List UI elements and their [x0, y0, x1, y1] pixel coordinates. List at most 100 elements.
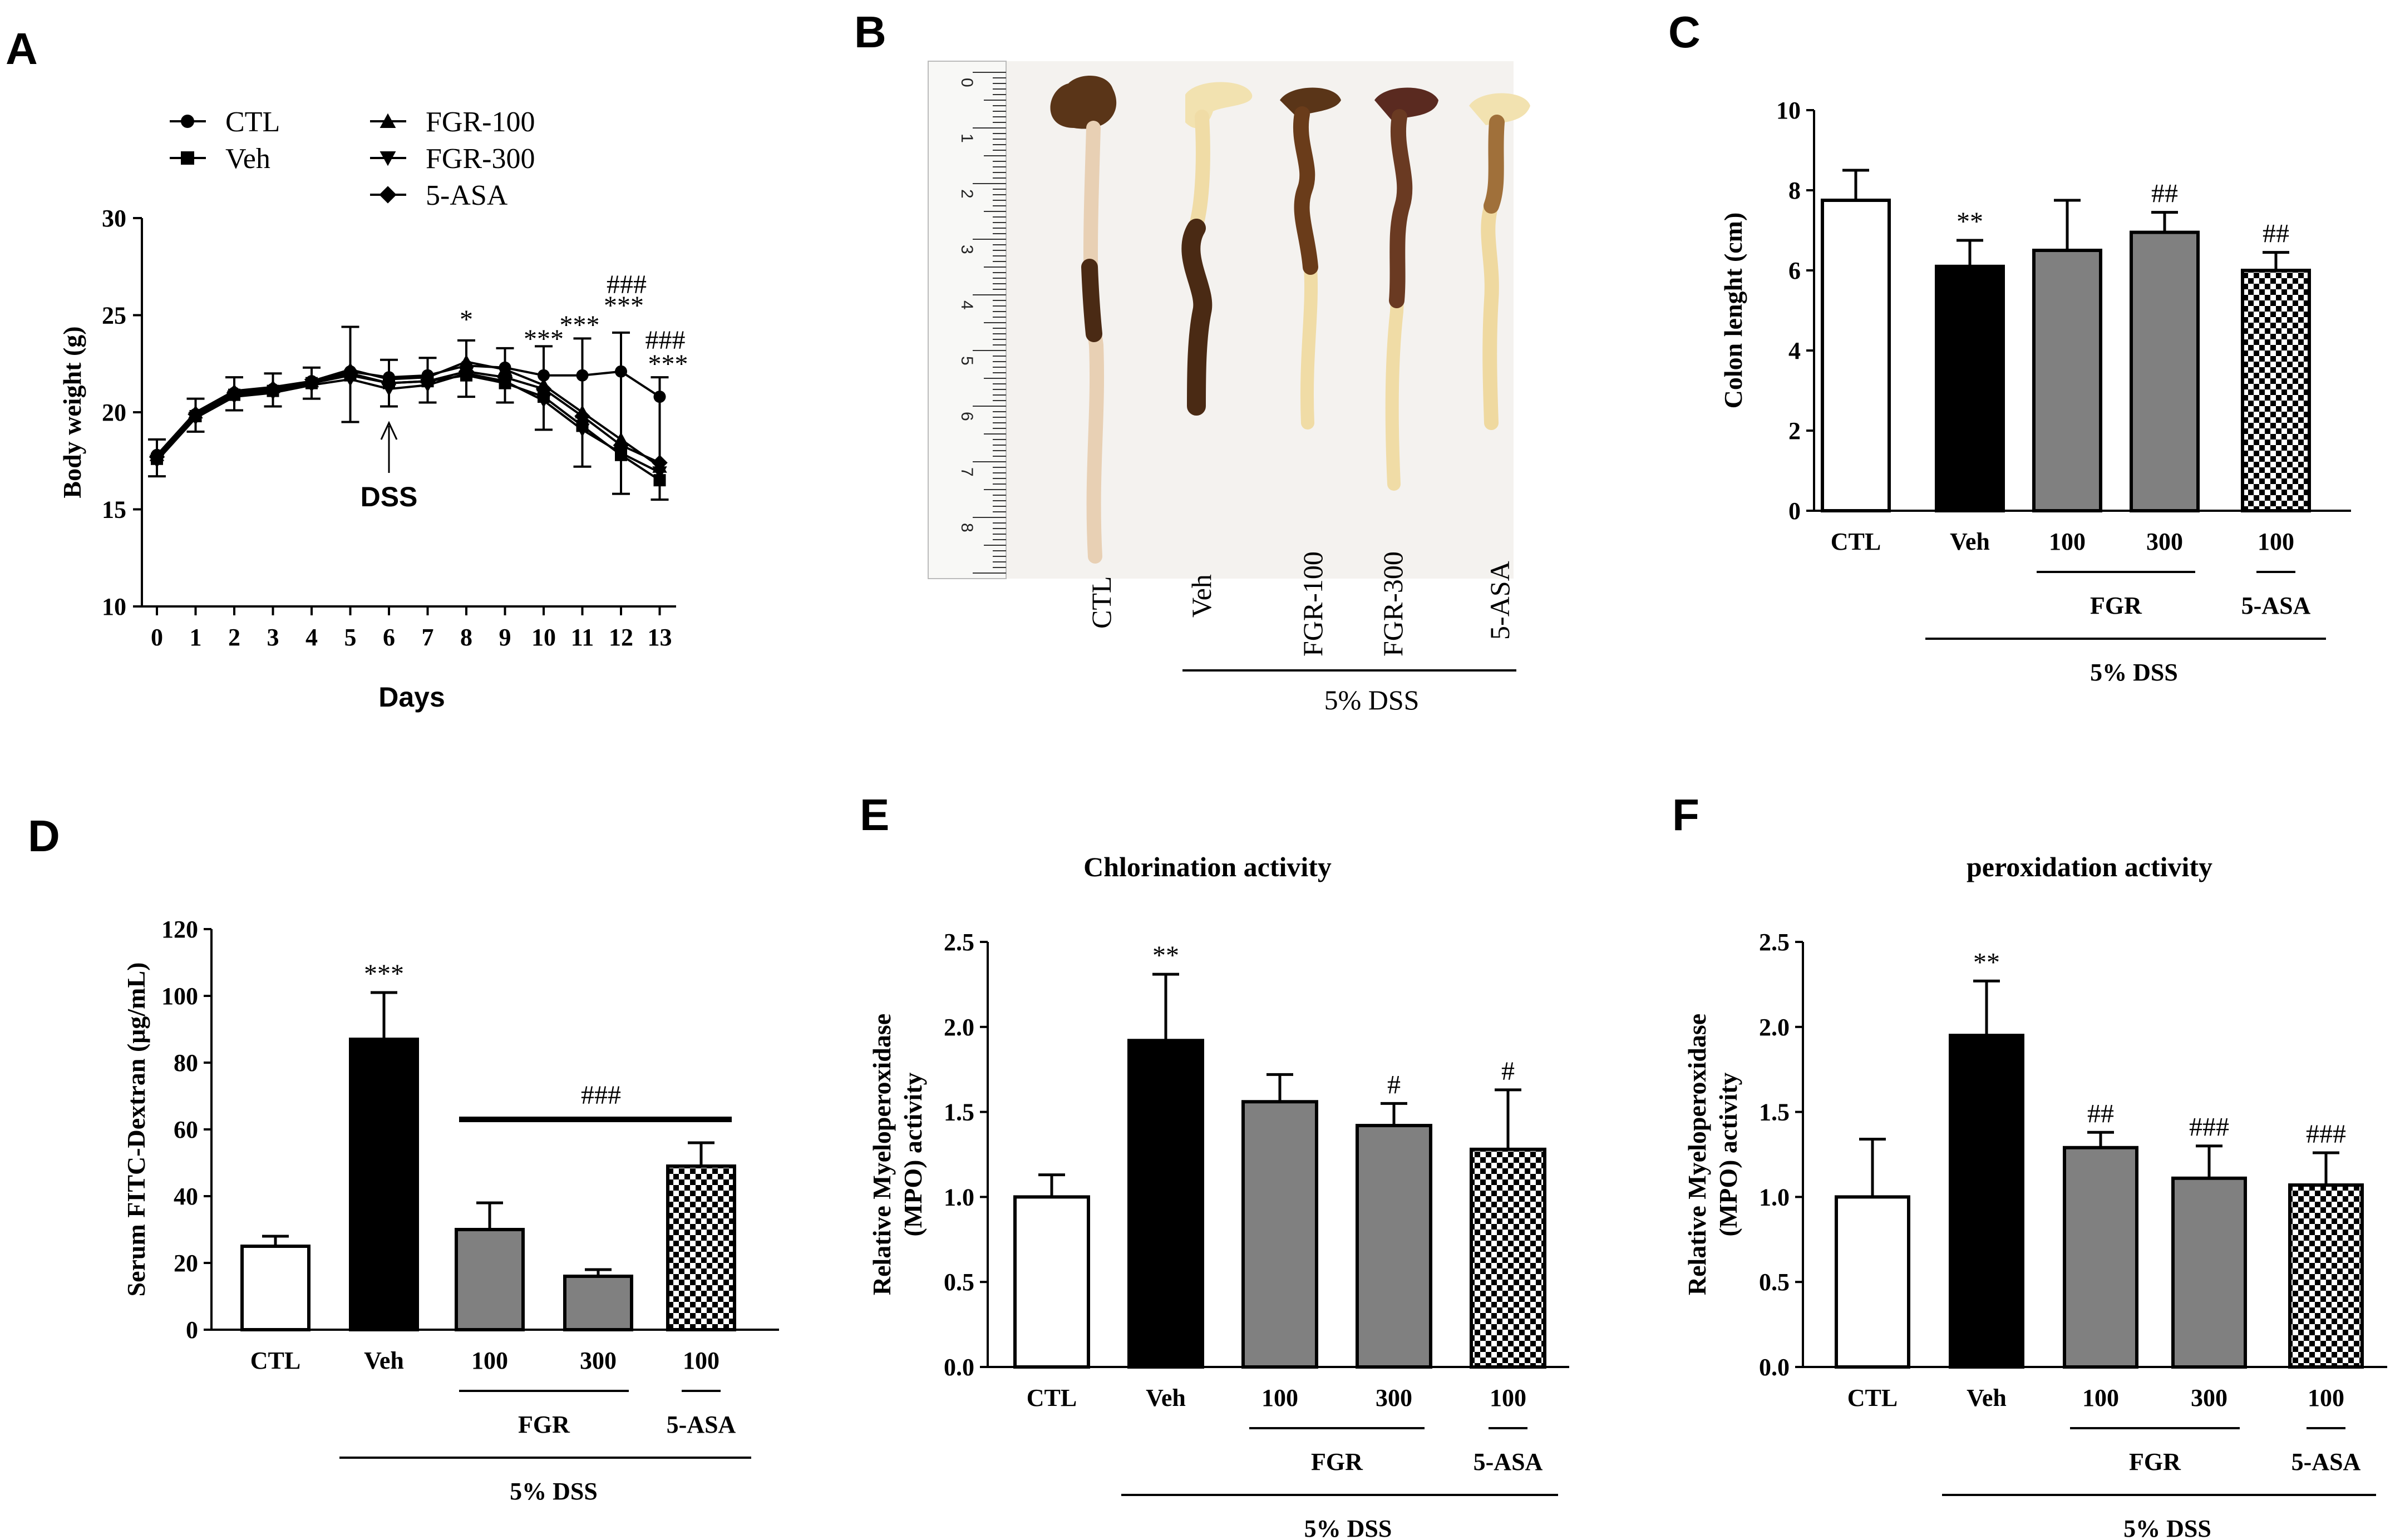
x-tick-label: 6	[383, 624, 395, 651]
x-tick-label: 100	[683, 1347, 719, 1374]
bar	[2241, 269, 2311, 512]
legend-marker	[181, 115, 194, 128]
data-point	[459, 354, 474, 368]
series-line	[156, 361, 661, 468]
ruler-number: 0	[958, 78, 976, 87]
panel-e-bar-chart: 0.0 0.5 1.0 1.5 2.0 2.5 Chlorination activity R…	[868, 851, 1569, 1540]
data-point	[575, 423, 590, 437]
dss-group-label: 5% DSS	[2123, 1515, 2211, 1540]
y-tick-label: 10	[102, 593, 126, 620]
legend-label: FGR-100	[426, 106, 535, 138]
y-tick-label: 1.5	[1759, 1099, 1790, 1126]
x-tick-label: 100	[2258, 528, 2294, 555]
series-markers	[149, 367, 667, 480]
y-tick-label: 0.0	[1759, 1354, 1790, 1381]
photo-label-5asa: 5-ASA	[1484, 561, 1515, 640]
legend-marker	[181, 151, 194, 165]
significance-label: ***	[364, 959, 404, 989]
y-tick-label: 0.5	[1759, 1268, 1790, 1296]
x-tick-label: 11	[571, 624, 594, 651]
y-tick-label: 4	[1788, 337, 1801, 364]
bar	[666, 1164, 736, 1331]
dss-group-label: 5% DSS	[1304, 1515, 1392, 1540]
data-point	[188, 406, 204, 422]
legend-label: Veh	[225, 143, 270, 175]
y-axis-title-line: Relative Myeloperoxidase	[1683, 1014, 1711, 1295]
y-axis-title: Serum FITC-Dextran (μg/mL)	[122, 962, 150, 1297]
significance-label: ***	[604, 291, 644, 320]
x-tick-label: CTL	[1831, 528, 1881, 555]
bar	[2032, 249, 2102, 512]
data-point	[226, 384, 243, 401]
bar	[1821, 199, 1891, 512]
y-tick-label: 60	[174, 1116, 198, 1143]
significance-label: ***	[560, 310, 600, 340]
y-tick-label: 30	[102, 205, 126, 232]
ruler-number: 6	[958, 412, 976, 421]
significance-label: ##	[2087, 1099, 2114, 1128]
legend-symbol	[181, 115, 194, 128]
data-point	[576, 369, 589, 382]
y-axis-title: Relative Myeloperoxidase (MPO) activity	[868, 1014, 927, 1295]
dss-group-label: 5% DSS	[510, 1478, 598, 1505]
ruler-number: 1	[958, 134, 976, 143]
data-point	[381, 375, 397, 391]
y-axis-title: Body weight (g)	[58, 326, 86, 498]
y-tick-label: 25	[102, 302, 126, 329]
panel-letter-d: D	[28, 811, 60, 861]
data-point	[538, 369, 550, 382]
y-axis-title-line: (MPO) activity	[899, 1072, 927, 1236]
ruler: 0 1 2 3 4 5 6 7 8	[928, 61, 1007, 579]
x-tick-label: 100	[2082, 1384, 2119, 1411]
colon-fgr100-dark-segment	[1293, 106, 1318, 275]
legend-symbol	[181, 151, 194, 165]
y-tick-label: 1.0	[1759, 1183, 1790, 1211]
data-point	[497, 362, 512, 376]
x-tick-label: 300	[2191, 1384, 2227, 1411]
ruler-number: 2	[958, 189, 976, 199]
y-tick-label: 2.0	[944, 1014, 974, 1041]
fgr-group-label: FGR	[2129, 1448, 2181, 1475]
y-tick-label: 0	[1788, 497, 1801, 525]
asa-group-label: 5-ASA	[1473, 1448, 1543, 1475]
x-tick-label: Veh	[364, 1347, 404, 1374]
data-point	[613, 437, 629, 453]
data-point	[303, 375, 320, 391]
fgr-group-label: FGR	[1311, 1448, 1363, 1475]
colon-fgr300-dark-segment	[1389, 109, 1413, 308]
ruler-number: 5	[958, 356, 976, 366]
ruler-number: 7	[958, 467, 976, 477]
data-point	[497, 369, 513, 386]
data-point	[652, 455, 668, 471]
y-tick-label: 1.0	[944, 1183, 974, 1211]
bar	[1356, 1124, 1432, 1369]
legend-symbol	[380, 113, 396, 128]
y-tick-label: 20	[174, 1250, 198, 1277]
panel-letter-f: F	[1672, 790, 1699, 840]
x-tick-label: 1	[190, 624, 202, 651]
significance-label: ##	[2263, 219, 2289, 249]
colon-fgr100-cecum	[1280, 87, 1341, 117]
y-tick-label: 120	[161, 916, 198, 943]
colon-ctl-cecum	[1050, 76, 1117, 129]
colon-ctl-dark-segment	[1081, 259, 1102, 342]
photo-label-veh: Veh	[1186, 574, 1217, 618]
y-tick-label: 2.5	[1759, 929, 1790, 956]
significance-label: *	[460, 305, 473, 334]
chart-title: Chlorination activity	[1083, 851, 1332, 882]
x-tick-label: CTL	[1847, 1384, 1898, 1411]
significance-label: ***	[648, 349, 688, 379]
legend-label: CTL	[225, 106, 280, 138]
significance-label: ###	[607, 270, 647, 299]
bar	[2130, 230, 2200, 512]
y-axis-title: Colon lenght (cm)	[1719, 213, 1747, 409]
legend-label: 5-ASA	[426, 180, 508, 211]
panel-letter-c: C	[1668, 7, 1701, 57]
colon-ctl	[1083, 121, 1105, 564]
data-point	[615, 365, 627, 378]
y-tick-label: 2	[1788, 417, 1801, 445]
photo-group-label: 5% DSS	[1324, 684, 1420, 715]
data-point	[342, 365, 358, 382]
legend-marker	[379, 186, 397, 204]
data-point	[536, 394, 551, 408]
